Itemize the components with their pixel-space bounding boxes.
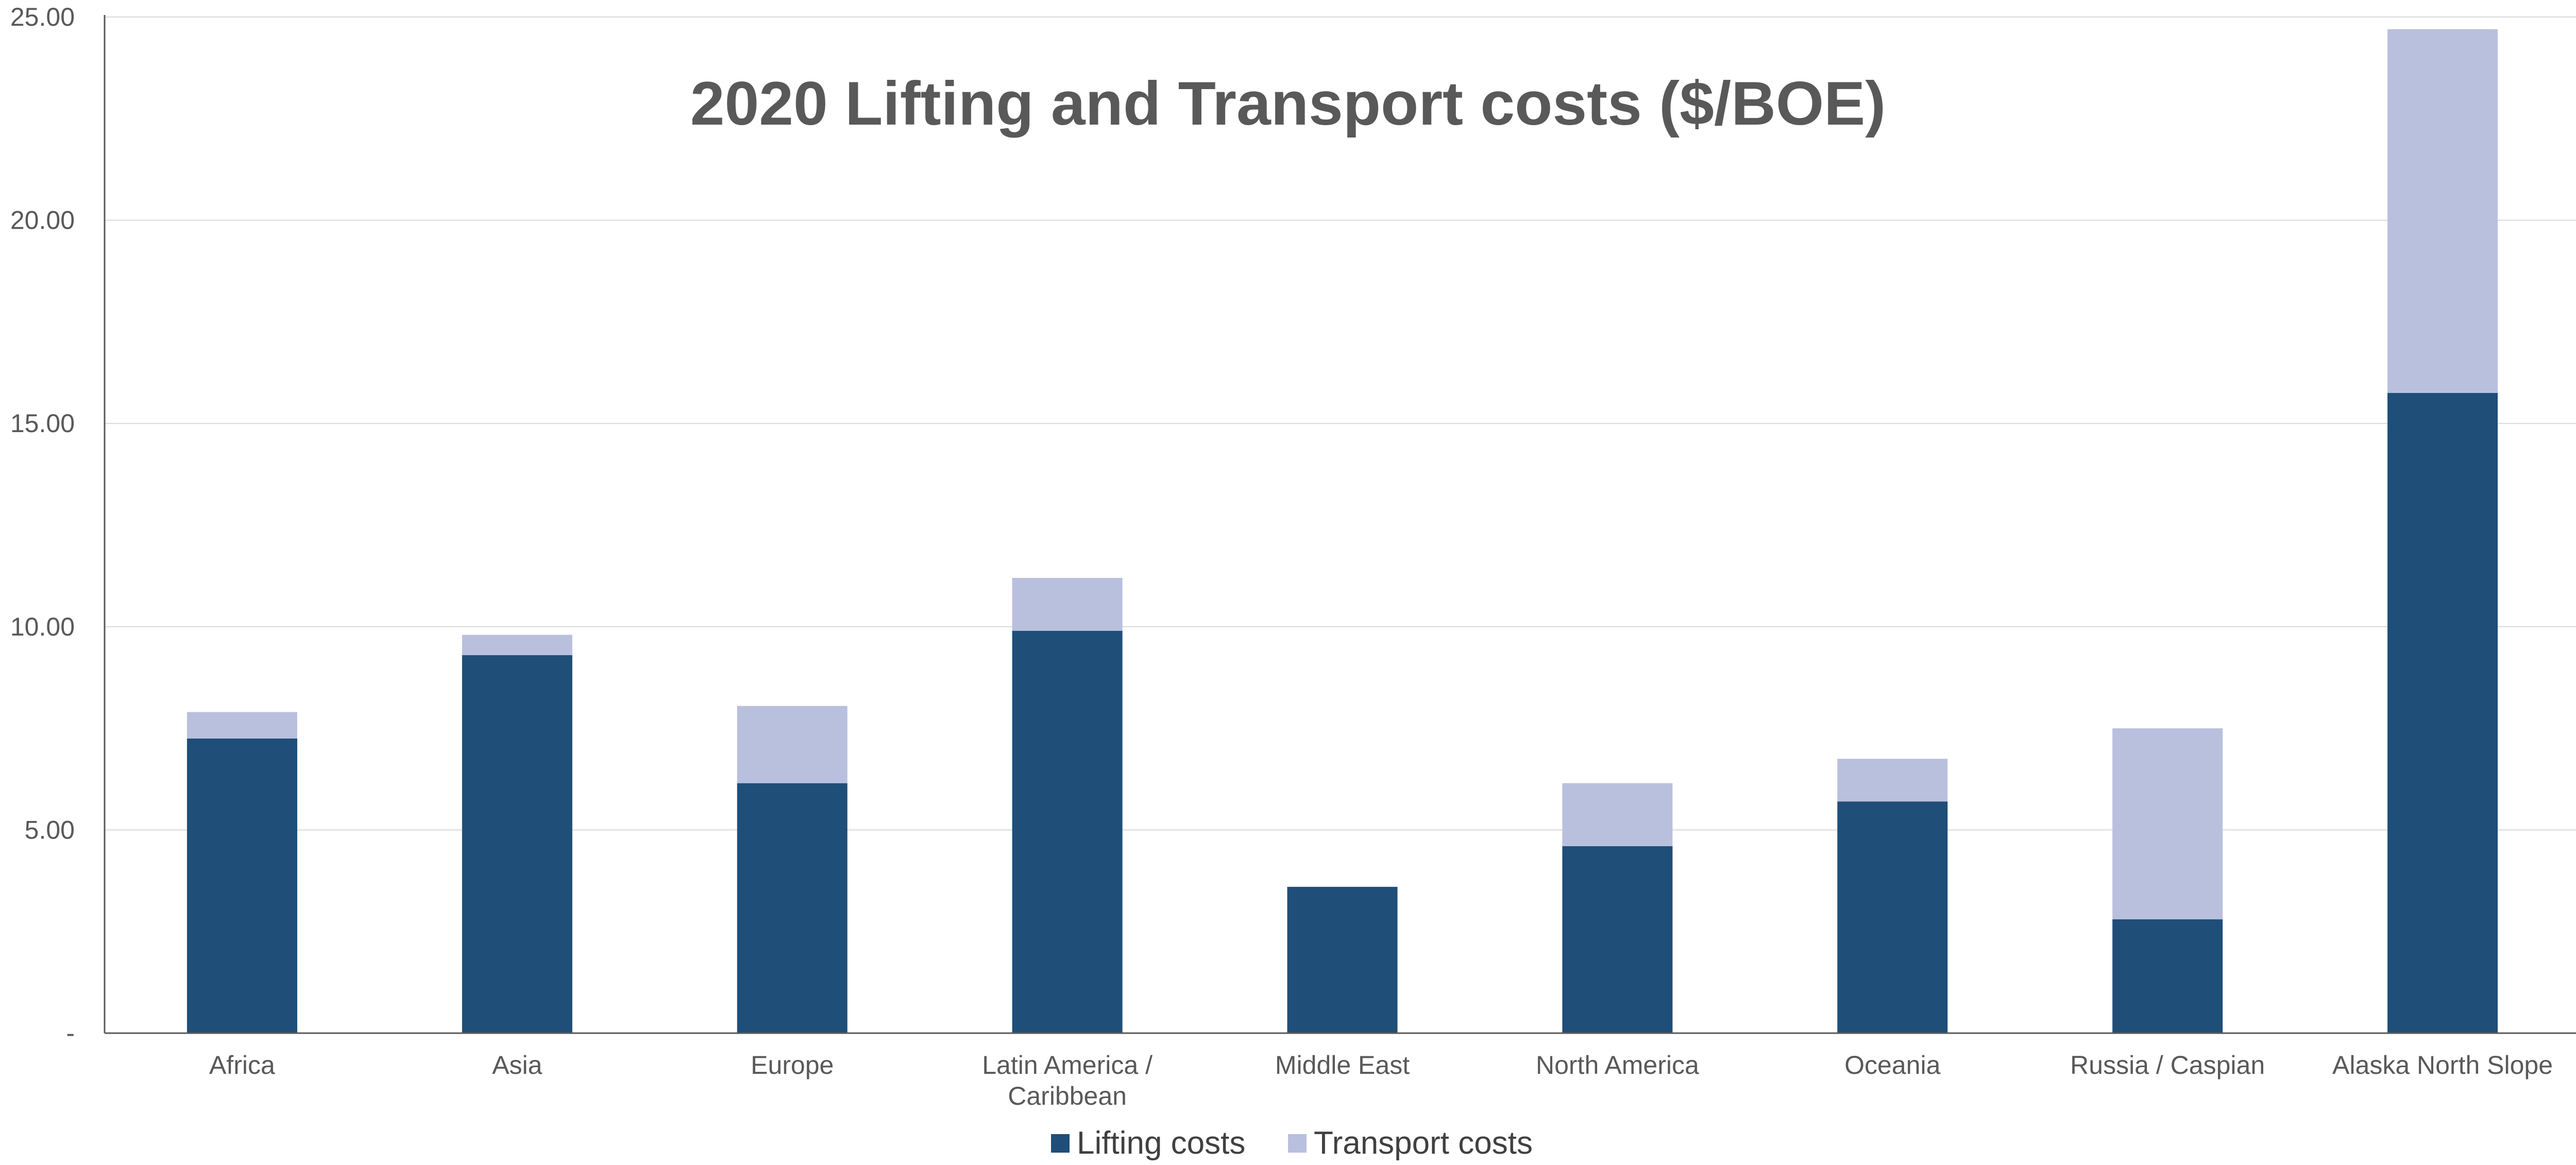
legend-label: Transport costs bbox=[1314, 1125, 1533, 1161]
legend-label: Lifting costs bbox=[1077, 1125, 1245, 1161]
y-tick-label: 25.00 bbox=[10, 3, 75, 31]
lifting-cost-bar bbox=[1012, 630, 1123, 1033]
lifting-cost-bar bbox=[462, 655, 572, 1033]
category-label: Russia / Caspian bbox=[2070, 1051, 2265, 1080]
legend-swatch-lifting bbox=[1051, 1134, 1070, 1153]
y-tick-label: 20.00 bbox=[10, 206, 75, 235]
transport-cost-bar bbox=[1837, 759, 1948, 802]
x-tick-labels: Africa Asia Europe Latin America /Caribbean… bbox=[209, 1051, 2553, 1110]
lifting-cost-bar bbox=[1287, 886, 1398, 1033]
transport-cost-bar bbox=[462, 635, 572, 656]
y-tick-label: 15.00 bbox=[10, 409, 75, 438]
lifting-cost-bar bbox=[737, 783, 848, 1033]
legend: Lifting costs Transport costs bbox=[1051, 1125, 1533, 1161]
transport-cost-bar bbox=[2112, 728, 2223, 920]
bars bbox=[187, 29, 2498, 1033]
lifting-cost-bar bbox=[187, 738, 297, 1033]
legend-swatch-transport bbox=[1288, 1134, 1307, 1153]
transport-cost-bar bbox=[737, 706, 848, 783]
transport-cost-bar bbox=[187, 712, 297, 739]
lifting-cost-bar bbox=[2112, 919, 2223, 1033]
category-label: North America bbox=[1536, 1051, 1699, 1080]
category-label: Caribbean bbox=[1008, 1082, 1127, 1110]
y-tick-label: 10.00 bbox=[10, 612, 75, 641]
lifting-cost-bar bbox=[2387, 393, 2498, 1033]
category-label: Latin America / bbox=[982, 1051, 1153, 1080]
transport-cost-bar bbox=[1562, 783, 1673, 846]
y-tick-label: - bbox=[66, 1019, 75, 1048]
chart-title: 2020 Lifting and Transport costs ($/BOE) bbox=[690, 69, 1886, 138]
category-label: Alaska North Slope bbox=[2332, 1051, 2553, 1080]
y-tick-labels: - 5.00 10.00 15.00 20.00 25.00 bbox=[10, 3, 75, 1048]
category-label: Africa bbox=[209, 1051, 275, 1080]
lifting-cost-bar bbox=[1562, 846, 1673, 1033]
y-tick-label: 5.00 bbox=[25, 815, 75, 844]
category-label: Asia bbox=[492, 1051, 542, 1080]
category-label: Oceania bbox=[1844, 1051, 1940, 1080]
category-label: Europe bbox=[751, 1051, 834, 1080]
category-label: Middle East bbox=[1275, 1051, 1410, 1080]
axes bbox=[104, 15, 2576, 1034]
lifting-cost-bar bbox=[1837, 801, 1948, 1033]
transport-cost-bar bbox=[1012, 578, 1123, 631]
transport-cost-bar bbox=[2387, 29, 2498, 393]
